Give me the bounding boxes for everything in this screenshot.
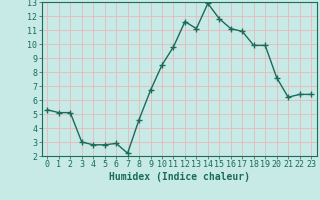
X-axis label: Humidex (Indice chaleur): Humidex (Indice chaleur) bbox=[109, 172, 250, 182]
